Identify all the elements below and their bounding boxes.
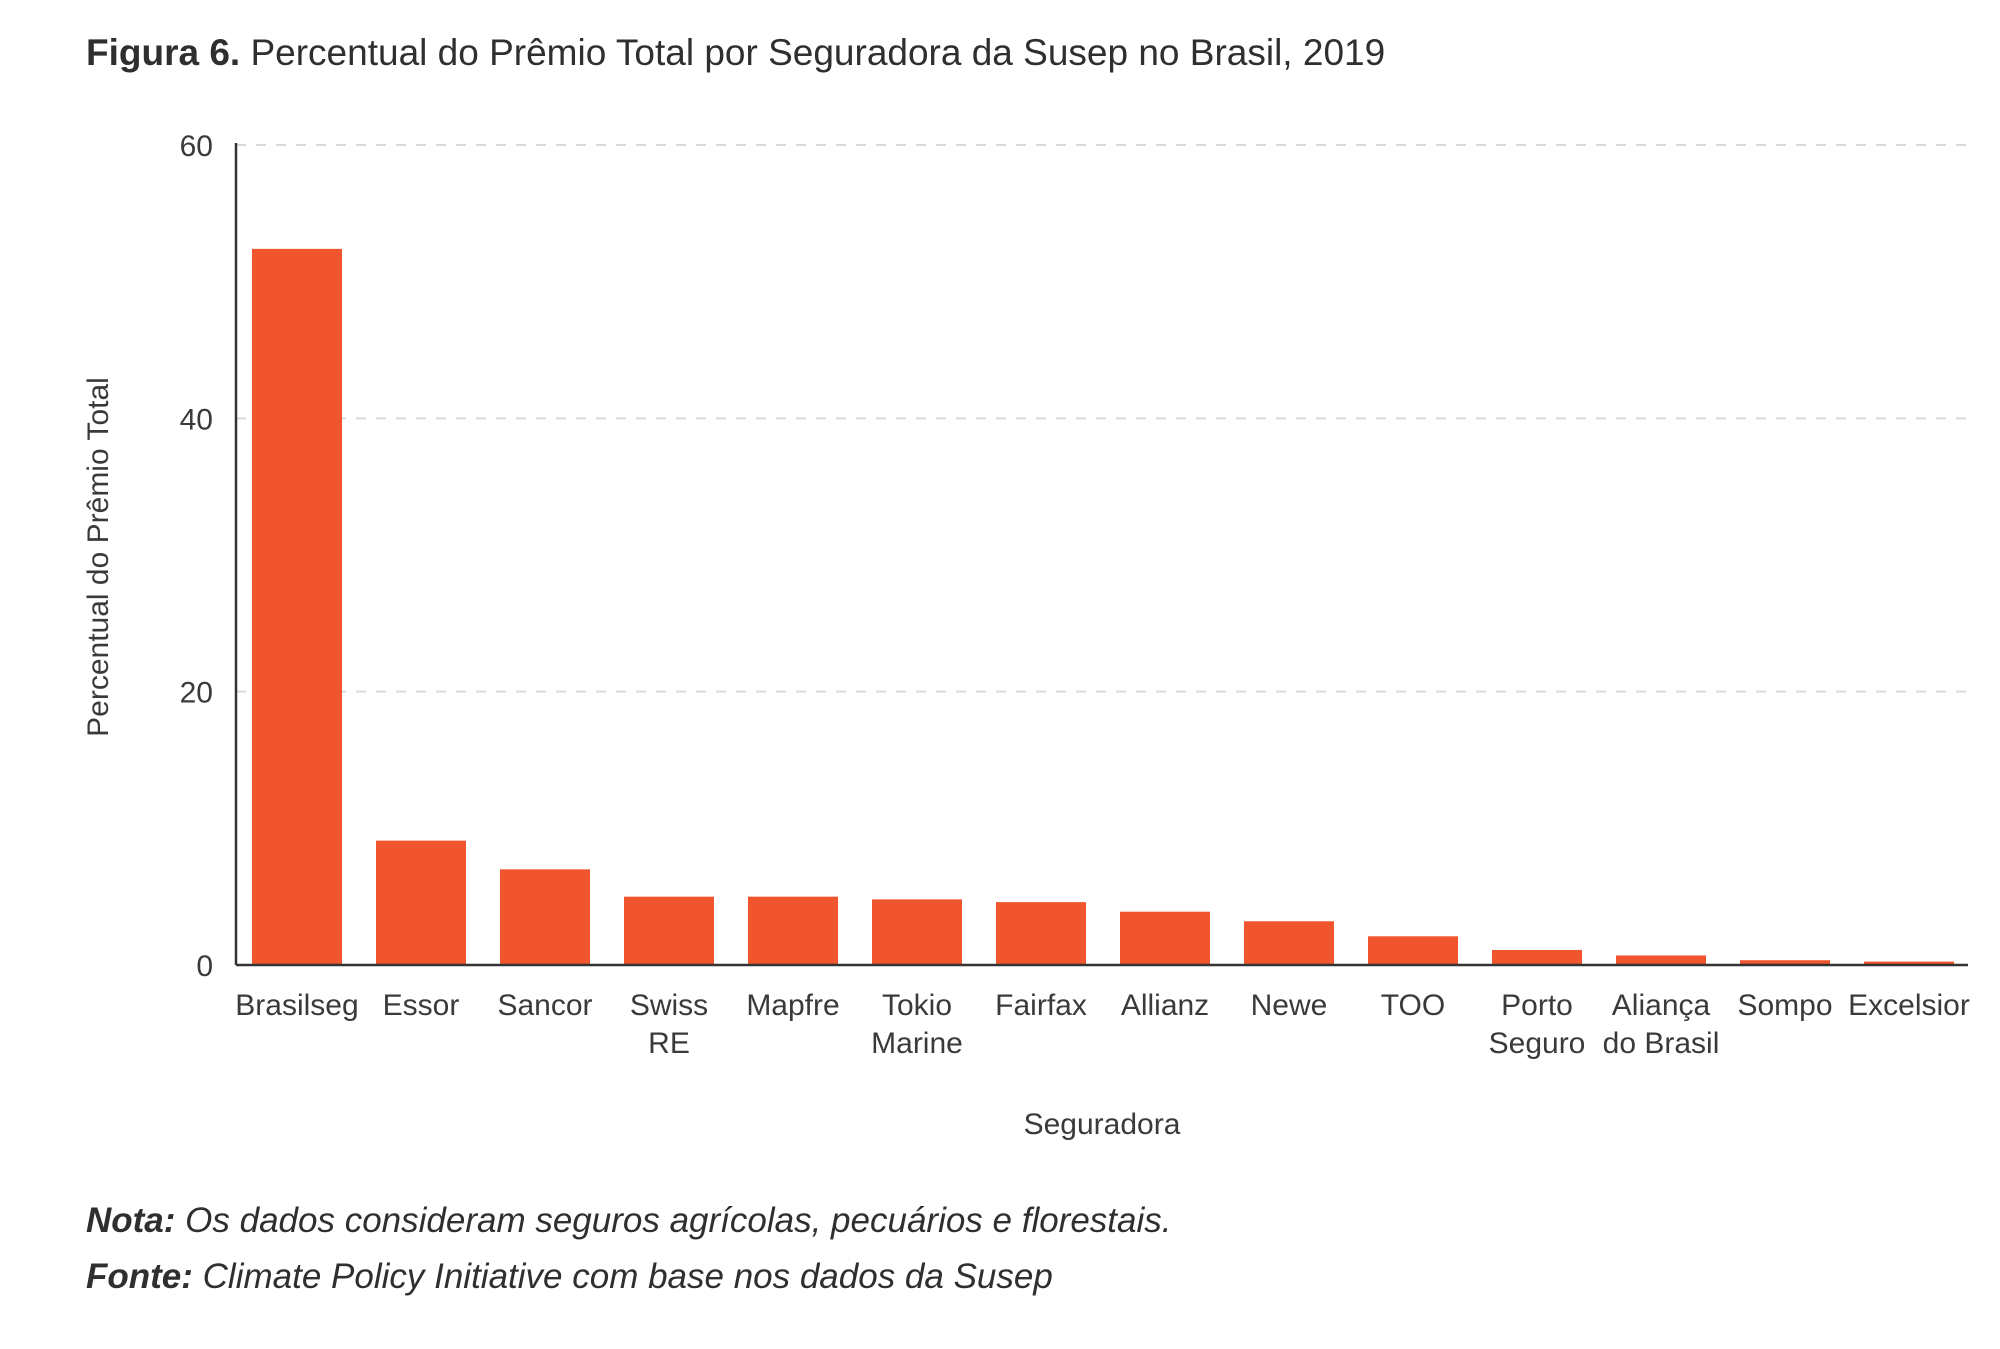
y-tick-labels: 0 20 40 60 [180, 130, 213, 983]
y-tick-label: 20 [180, 677, 213, 710]
x-tick-label: Essor [383, 989, 460, 1022]
source-label: Fonte: [86, 1257, 193, 1296]
note-line: Nota: Os dados consideram seguros agríco… [86, 1193, 1172, 1249]
x-tick-label: Sancor [497, 989, 592, 1022]
bar [252, 248, 342, 965]
bar [624, 896, 714, 965]
bar [996, 902, 1086, 965]
x-tick-label: TOO [1381, 989, 1445, 1022]
bar [1740, 960, 1830, 965]
x-tick-label: Swiss [630, 989, 708, 1022]
x-tick-label: Allianz [1121, 989, 1209, 1022]
source-text: Climate Policy Initiative com base nos d… [202, 1257, 1053, 1296]
chart-notes: Nota: Os dados consideram seguros agríco… [86, 1193, 1172, 1305]
x-tick-label: Porto [1501, 989, 1573, 1022]
bar [748, 896, 838, 965]
note-text: Os dados consideram seguros agrícolas, p… [185, 1201, 1172, 1240]
bar [1368, 936, 1458, 965]
x-tick-label: Excelsior [1848, 989, 1970, 1022]
x-tick-label: Marine [871, 1027, 963, 1060]
x-tick-label: Aliança [1612, 989, 1711, 1022]
x-tick-label: RE [648, 1027, 690, 1060]
bar [376, 840, 466, 965]
note-label: Nota: [86, 1201, 176, 1240]
bar [500, 869, 590, 965]
x-tick-label: Mapfre [746, 989, 839, 1022]
y-tick-label: 40 [180, 403, 213, 436]
bar [872, 899, 962, 965]
x-tick-label: Sompo [1737, 989, 1832, 1022]
axes [234, 143, 1968, 967]
source-line: Fonte: Climate Policy Initiative com bas… [86, 1249, 1172, 1305]
x-axis-title: Seguradora [1024, 1108, 1181, 1141]
bar [1244, 921, 1334, 965]
bars [252, 248, 1954, 965]
x-tick-labels: Brasilseg Essor Sancor Swiss RE Mapfre Tokio Ma… [235, 989, 1970, 1060]
y-tick-label: 60 [180, 130, 213, 163]
figure-label: Figura 6. [86, 32, 241, 73]
bar [1616, 955, 1706, 965]
x-tick-label: Brasilseg [235, 989, 358, 1022]
bar [1864, 961, 1954, 965]
x-tick-label: Tokio [882, 989, 952, 1022]
x-tick-label: Seguro [1489, 1027, 1586, 1060]
bar [1120, 911, 1210, 965]
chart-title: Figura 6. Percentual do Prêmio Total por… [86, 32, 1385, 74]
x-tick-label: do Brasil [1603, 1027, 1720, 1060]
bar [1492, 949, 1582, 965]
y-tick-label: 0 [196, 950, 213, 983]
figure-title-text: Percentual do Prêmio Total por Segurador… [250, 32, 1386, 73]
y-axis-title: Percentual do Prêmio Total [82, 377, 115, 737]
x-tick-label: Newe [1251, 989, 1328, 1022]
gridlines [236, 144, 1968, 693]
x-tick-label: Fairfax [995, 989, 1087, 1022]
